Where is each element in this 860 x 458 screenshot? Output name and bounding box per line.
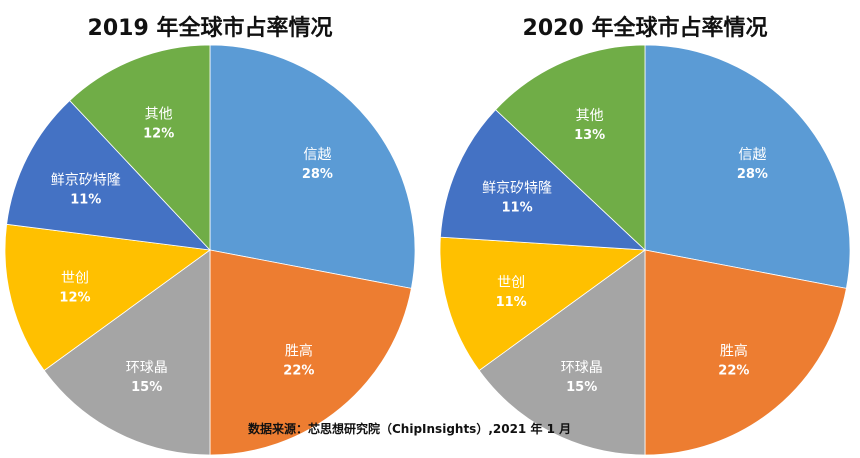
pie-slice xyxy=(439,109,647,251)
pie-slice xyxy=(478,249,646,456)
slice-value-label: 12% xyxy=(59,291,90,306)
pie-slice xyxy=(43,249,211,456)
slice-value-label: 15% xyxy=(566,380,597,395)
slice-value-label: 11% xyxy=(502,201,533,216)
pie-slice xyxy=(494,44,646,251)
pie-chart-1: 信越 28% 胜高 22% 环球晶 15% 世创 11% 鲜京矽特隆 11% 其他 13% xyxy=(439,44,851,456)
slice-value-label: 11% xyxy=(496,295,527,310)
slice-label: 信越 xyxy=(738,147,766,163)
slice-value-label: 11% xyxy=(70,193,101,208)
pie-slice xyxy=(209,44,416,289)
pie-chart-0: 信越 28% 胜高 22% 环球晶 15% 世创 12% 鲜京矽特隆 11% 其他 12% xyxy=(4,44,416,456)
pie-slice xyxy=(4,223,212,372)
slice-label: 其他 xyxy=(576,108,604,124)
slice-value-label: 22% xyxy=(718,363,749,378)
chart-title-2020: 2020 年全球市占率情况 xyxy=(522,16,768,41)
pie-slice xyxy=(644,249,847,456)
slice-label: 世创 xyxy=(497,275,525,291)
slice-label: 鲜京矽特隆 xyxy=(51,173,121,189)
slice-label: 胜高 xyxy=(285,342,313,359)
slice-label: 环球晶 xyxy=(126,360,168,376)
slice-label: 环球晶 xyxy=(561,360,603,376)
source-note: 数据来源：芯思想研究院（ChipInsights）,2021 年 1 月 xyxy=(248,422,572,436)
pie-slice xyxy=(209,249,412,456)
slice-value-label: 15% xyxy=(131,380,162,395)
slice-label: 世创 xyxy=(61,271,89,287)
pie-slice xyxy=(69,44,211,252)
chart-title-2019: 2019 年全球市占率情况 xyxy=(87,16,333,41)
pie-slice xyxy=(439,236,647,372)
slice-value-label: 28% xyxy=(302,167,333,182)
slice-label: 信越 xyxy=(303,147,331,163)
slice-value-label: 22% xyxy=(283,363,314,378)
slice-value-label: 13% xyxy=(574,128,605,143)
slice-value-label: 12% xyxy=(143,126,174,141)
slice-label: 鲜京矽特隆 xyxy=(482,181,552,197)
pie-slice xyxy=(644,44,851,289)
slice-label: 其他 xyxy=(145,106,173,122)
pie-slice xyxy=(6,99,212,251)
slice-label: 胜高 xyxy=(720,342,748,359)
slice-value-label: 28% xyxy=(737,167,768,182)
